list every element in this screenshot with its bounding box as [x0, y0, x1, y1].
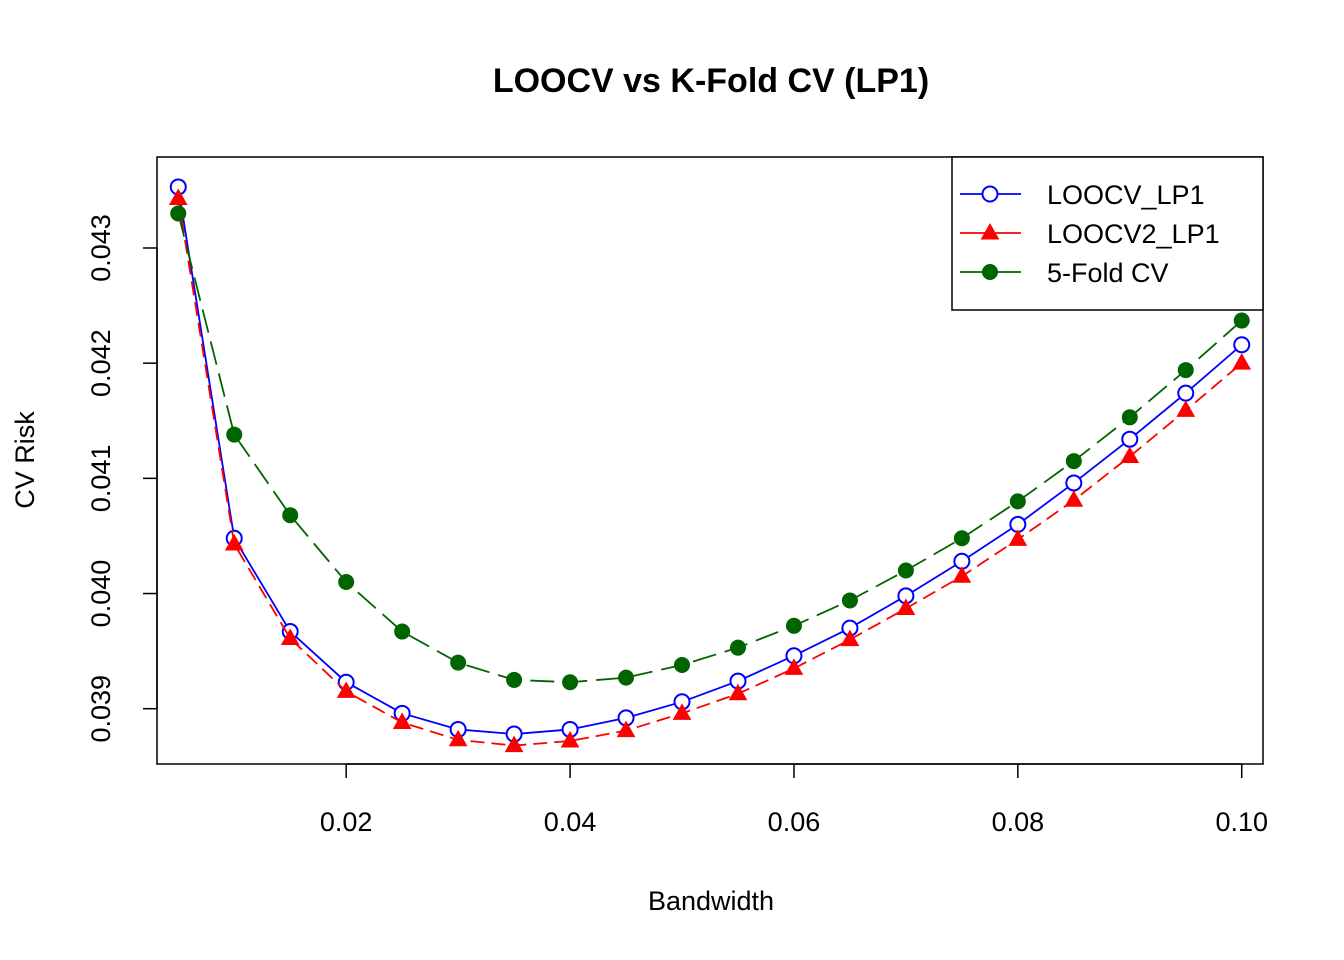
data-point	[672, 703, 692, 720]
data-point	[1177, 384, 1195, 402]
data-point	[1177, 362, 1194, 379]
data-point	[1009, 493, 1026, 510]
data-point	[282, 507, 299, 524]
legend-marker	[982, 264, 998, 280]
data-point	[728, 683, 748, 701]
data-point	[450, 654, 467, 671]
series-1	[169, 178, 1251, 743]
y-tick-label: 0.042	[86, 329, 116, 397]
data-point	[1176, 400, 1196, 417]
data-point	[674, 656, 691, 673]
data-point	[338, 574, 355, 591]
legend-item: LOOCV2_LP1	[960, 219, 1220, 249]
data-point	[1121, 430, 1139, 448]
x-axis: 0.02 0.04 0.06 0.08 0.10	[320, 763, 1268, 837]
legend-label: LOOCV_LP1	[1047, 180, 1205, 210]
data-point	[1233, 336, 1251, 354]
data-point	[1065, 474, 1083, 492]
data-point	[616, 720, 636, 738]
data-point	[560, 730, 580, 748]
y-tick-label: 0.039	[86, 675, 116, 743]
data-point	[1065, 453, 1082, 470]
data-point	[168, 188, 188, 205]
legend-item: LOOCV_LP1	[960, 180, 1205, 210]
series-2	[168, 188, 1252, 753]
data-point	[841, 592, 858, 609]
data-point	[1121, 409, 1138, 426]
data-point	[1008, 529, 1028, 546]
x-tick-label: 0.04	[544, 807, 597, 837]
x-axis-label: Bandwidth	[648, 886, 774, 916]
series-line	[177, 198, 1243, 747]
y-tick-label: 0.041	[86, 445, 116, 513]
data-point	[448, 729, 468, 747]
data-point	[562, 674, 579, 691]
data-point	[170, 205, 187, 222]
data-point	[840, 629, 860, 647]
data-point	[224, 533, 244, 551]
series-3	[170, 205, 1250, 691]
data-point	[952, 566, 972, 583]
chart-title: LOOCV vs K-Fold CV (LP1)	[493, 62, 929, 100]
legend-marker	[981, 185, 999, 203]
data-point	[506, 671, 523, 688]
data-point	[1120, 446, 1140, 463]
data-point	[897, 562, 914, 579]
data-point	[504, 735, 524, 753]
data-point	[1232, 353, 1252, 370]
data-point	[392, 712, 412, 730]
legend-label: LOOCV2_LP1	[1047, 219, 1220, 249]
legend-label: 5-Fold CV	[1047, 258, 1169, 288]
series-line	[177, 186, 1243, 735]
y-tick-label: 0.043	[86, 214, 116, 282]
data-point	[394, 623, 411, 640]
legend-marker	[980, 222, 1000, 240]
y-axis: 0.039 0.040 0.041 0.042 0.043	[86, 214, 158, 743]
x-tick-label: 0.10	[1215, 807, 1268, 837]
legend-item: 5-Fold CV	[960, 258, 1169, 288]
data-point	[896, 598, 916, 616]
data-point	[336, 681, 356, 698]
data-point	[618, 669, 635, 686]
data-point	[729, 639, 746, 656]
y-tick-label: 0.040	[86, 560, 116, 628]
x-tick-label: 0.06	[768, 807, 821, 837]
series-layer	[168, 178, 1252, 753]
x-tick-label: 0.02	[320, 807, 373, 837]
data-point	[953, 530, 970, 547]
data-point	[1233, 312, 1250, 329]
data-point	[1064, 490, 1084, 507]
series-line	[177, 213, 1243, 684]
y-axis-label: CV Risk	[10, 411, 40, 509]
data-point	[785, 617, 802, 634]
legend: LOOCV_LP1 LOOCV2_LP1 5-Fold CV	[951, 156, 1264, 311]
data-point	[784, 658, 804, 675]
data-point	[226, 426, 243, 443]
data-point	[280, 628, 300, 645]
x-tick-label: 0.08	[992, 807, 1045, 837]
